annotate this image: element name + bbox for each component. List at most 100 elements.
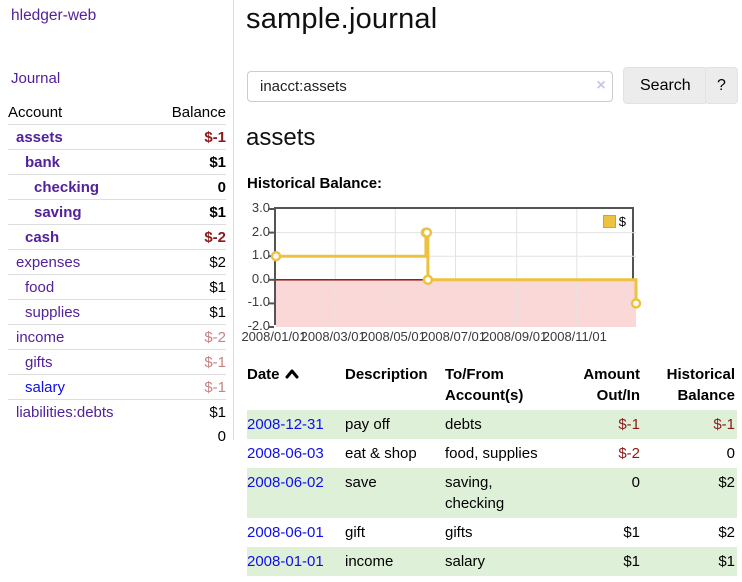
account-balance: $1 [152, 399, 226, 424]
register-table: Date Description To/From Account(s) Amoun… [247, 360, 737, 576]
x-axis-tick-label: 2008/09/01 [482, 329, 548, 344]
account-row: gifts $-1 [8, 349, 226, 375]
account-balance: $-1 [204, 129, 226, 146]
sidebar-account-link[interactable]: gifts [25, 354, 53, 371]
account-balance: $-1 [152, 349, 226, 375]
transaction-amount: $1 [623, 553, 640, 570]
transaction-balance: $2 [718, 524, 735, 541]
sidebar-account-link[interactable]: salary [25, 379, 66, 396]
account-title: assets [246, 124, 316, 151]
legend-label: $ [618, 214, 626, 229]
transaction-amount: $-1 [618, 416, 640, 433]
sidebar-account-link[interactable]: bank [25, 154, 61, 171]
transaction-description: eat & shop [345, 445, 417, 462]
account-row: income $-2 [8, 324, 226, 350]
transaction-date-link[interactable]: 2008-06-02 [247, 474, 324, 491]
account-balance: $2 [152, 249, 226, 275]
account-balance: $1 [152, 299, 226, 325]
register-row: 2008-06-02 save saving, checking 0 $2 [247, 468, 737, 518]
sidebar-account-link[interactable]: liabilities:debts [16, 404, 114, 421]
transaction-description: income [345, 553, 394, 570]
transaction-accounts: gifts [445, 524, 473, 541]
sidebar-account-link[interactable]: expenses [16, 254, 81, 271]
account-balance: $1 [152, 274, 226, 300]
sidebar-account-link[interactable]: food [25, 279, 55, 296]
accounts-col-balance: Balance [152, 100, 226, 125]
transaction-balance: $1 [718, 553, 735, 570]
register-header-row: Date Description To/From Account(s) Amoun… [247, 360, 737, 410]
sidebar-account-link[interactable]: supplies [25, 304, 81, 321]
chart-heading: Historical Balance: [247, 175, 383, 192]
account-row: assets $-1 [8, 125, 226, 150]
register-row: 2008-01-01 income salary $1 $1 [247, 547, 737, 576]
accounts-table: Account Balance assets $-1 bank $1 checking 0… [8, 100, 226, 448]
account-row: liabilities:debts $1 [8, 399, 226, 424]
register-row: 2008-06-01 gift gifts $1 $2 [247, 518, 737, 547]
y-axis-tick-label: -2.0 [247, 318, 270, 333]
account-balance: $-2 [152, 324, 226, 350]
register-row: 2008-12-31 pay off debts $-1 $-1 [247, 410, 737, 439]
sidebar-account-link[interactable]: saving [34, 204, 82, 221]
account-balance: $-1 [152, 374, 226, 400]
transaction-amount: $1 [623, 524, 640, 541]
register-table-body: 2008-12-31 pay off debts $-1 $-1 2008-06-03 ea… [247, 410, 737, 576]
transaction-accounts: food, supplies [445, 445, 538, 462]
register-col-description: Description [345, 366, 428, 383]
page-title: sample.journal [246, 3, 438, 35]
register-col-amount: Amount Out/In [583, 366, 640, 404]
y-axis-tick-label: 2.0 [251, 223, 270, 239]
transaction-date-link[interactable]: 2008-06-03 [247, 445, 324, 462]
account-row: food $1 [8, 274, 226, 300]
y-axis-tick-label: 1.0 [251, 247, 270, 263]
sidebar-divider [233, 0, 234, 440]
y-axis-tick-label: -1.0 [247, 294, 270, 310]
transaction-accounts: salary [445, 553, 486, 570]
help-button[interactable]: ? [705, 67, 738, 104]
account-row: supplies $1 [8, 299, 226, 325]
transaction-description: pay off [345, 416, 390, 433]
search-input[interactable] [247, 71, 613, 102]
sidebar-account-link[interactable]: assets [16, 129, 63, 146]
transaction-amount: $-2 [618, 445, 640, 462]
accounts-total-value: 0 [217, 428, 226, 445]
sidebar-account-link[interactable]: income [16, 329, 65, 346]
transaction-date-link[interactable]: 2008-01-01 [247, 553, 324, 570]
register-col-accounts: To/From Account(s) [445, 366, 524, 404]
transaction-description: save [345, 474, 377, 491]
balance-chart-plot: $ [269, 207, 642, 328]
sidebar-account-link[interactable]: checking [34, 179, 100, 196]
account-row: checking 0 [8, 174, 226, 200]
transaction-accounts: saving, checking [445, 474, 505, 512]
account-balance: $-2 [152, 224, 226, 250]
transaction-amount: 0 [631, 474, 640, 491]
transaction-balance: 0 [726, 445, 735, 462]
y-axis-tick-label: 0.0 [251, 270, 270, 286]
account-row: expenses $2 [8, 249, 226, 275]
account-balance: 0 [152, 174, 226, 200]
accounts-total-spacer [8, 424, 152, 448]
x-axis-tick-label: 2008/01/01 [241, 329, 307, 344]
y-axis-tick-label: 3.0 [251, 200, 270, 215]
sidebar-account-link[interactable]: cash [25, 229, 60, 246]
account-balance: $1 [152, 149, 226, 175]
transaction-date-link[interactable]: 2008-12-31 [247, 416, 324, 433]
register-row: 2008-06-03 eat & shop food, supplies $-2 0 [247, 439, 737, 468]
x-axis-tick-label: 2008/03/01 [300, 329, 366, 344]
transaction-balance: $-1 [713, 416, 735, 433]
sort-ascending-icon [285, 369, 299, 379]
sidebar-item-journal[interactable]: Journal [11, 70, 61, 87]
search-button[interactable]: Search [623, 67, 708, 104]
legend-swatch-icon [602, 215, 616, 228]
transaction-balance: $2 [718, 474, 735, 491]
app-brand-link[interactable]: hledger-web [11, 7, 97, 24]
clear-search-icon[interactable]: × [596, 77, 606, 94]
register-col-date[interactable]: Date [247, 360, 345, 410]
transaction-description: gift [345, 524, 366, 541]
register-col-balance: Historical Balance [666, 366, 735, 404]
accounts-col-account: Account [8, 100, 153, 125]
transaction-date-link[interactable]: 2008-06-01 [247, 524, 324, 541]
x-axis-tick-label: 2008/05/01 [360, 329, 426, 344]
accounts-table-body: assets $-1 bank $1 checking 0 saving $1 cash $-2 e… [8, 125, 226, 424]
account-row: bank $1 [8, 149, 226, 175]
